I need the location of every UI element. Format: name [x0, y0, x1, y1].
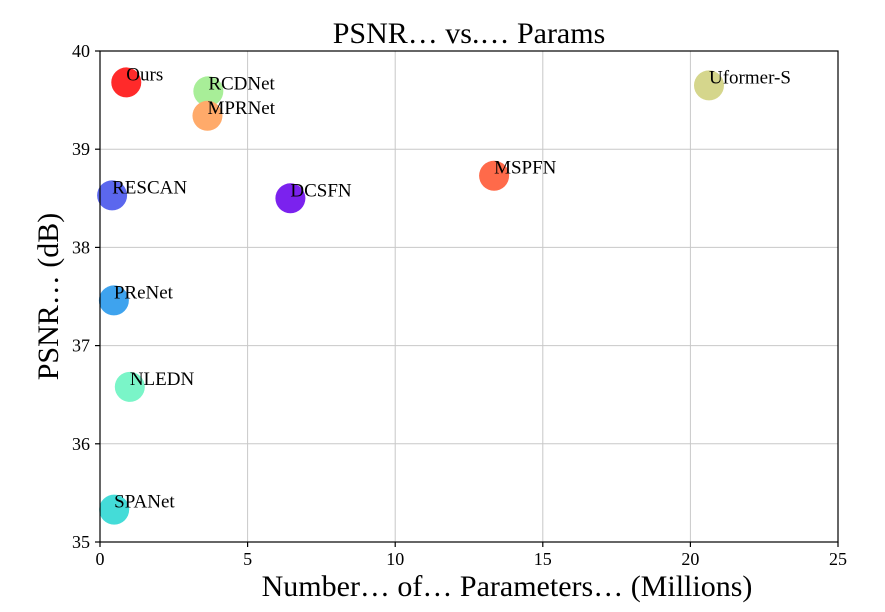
point-label: MSPFN	[494, 158, 557, 179]
data-point	[111, 67, 142, 98]
x-tick-label: 20	[681, 549, 699, 569]
data-point	[693, 70, 724, 101]
data-point	[114, 371, 145, 402]
x-axis-title: Number… of… Parameters… (Millions)	[262, 570, 753, 603]
point-label: NLEDN	[130, 369, 195, 390]
point-label: Ours	[126, 64, 163, 85]
y-tick-label: 39	[72, 139, 90, 159]
x-tick-label: 5	[243, 549, 252, 569]
data-point	[479, 160, 510, 191]
y-tick-label: 40	[72, 41, 90, 61]
chart-title: PSNR… vs.… Params	[333, 17, 606, 50]
data-point	[99, 494, 130, 525]
point-label: SPANet	[114, 492, 175, 513]
point-labels: Ours RCDNet MPRNet Uformer-S RESCAN DCSFN MSPF…	[112, 64, 791, 512]
x-tick-label: 15	[534, 549, 552, 569]
point-label: RCDNet	[208, 73, 275, 94]
point-label: DCSFN	[290, 180, 352, 201]
y-tick-label: 35	[72, 532, 90, 552]
data-point	[193, 76, 224, 107]
data-point	[192, 100, 223, 131]
plot-area-frame	[99, 50, 839, 543]
y-tick-label: 36	[72, 434, 90, 454]
data-points	[97, 67, 724, 525]
y-axis-title: PSNR… (dB)	[32, 213, 65, 381]
axis-ticks: 0 5 10 15 20 25 35 36 37 38 39 40	[72, 41, 847, 569]
data-point	[275, 183, 306, 214]
point-label: Uformer-S	[709, 67, 791, 88]
x-tick-label: 10	[386, 549, 404, 569]
x-tick-label: 25	[829, 549, 847, 569]
y-tick-label: 37	[72, 336, 90, 356]
y-tick-label: 38	[72, 237, 90, 257]
data-point	[98, 285, 129, 316]
data-point	[97, 180, 128, 211]
point-label: MPRNet	[207, 98, 275, 119]
point-label: PReNet	[114, 282, 174, 303]
point-label: RESCAN	[112, 177, 187, 198]
x-tick-label: 0	[96, 549, 105, 569]
